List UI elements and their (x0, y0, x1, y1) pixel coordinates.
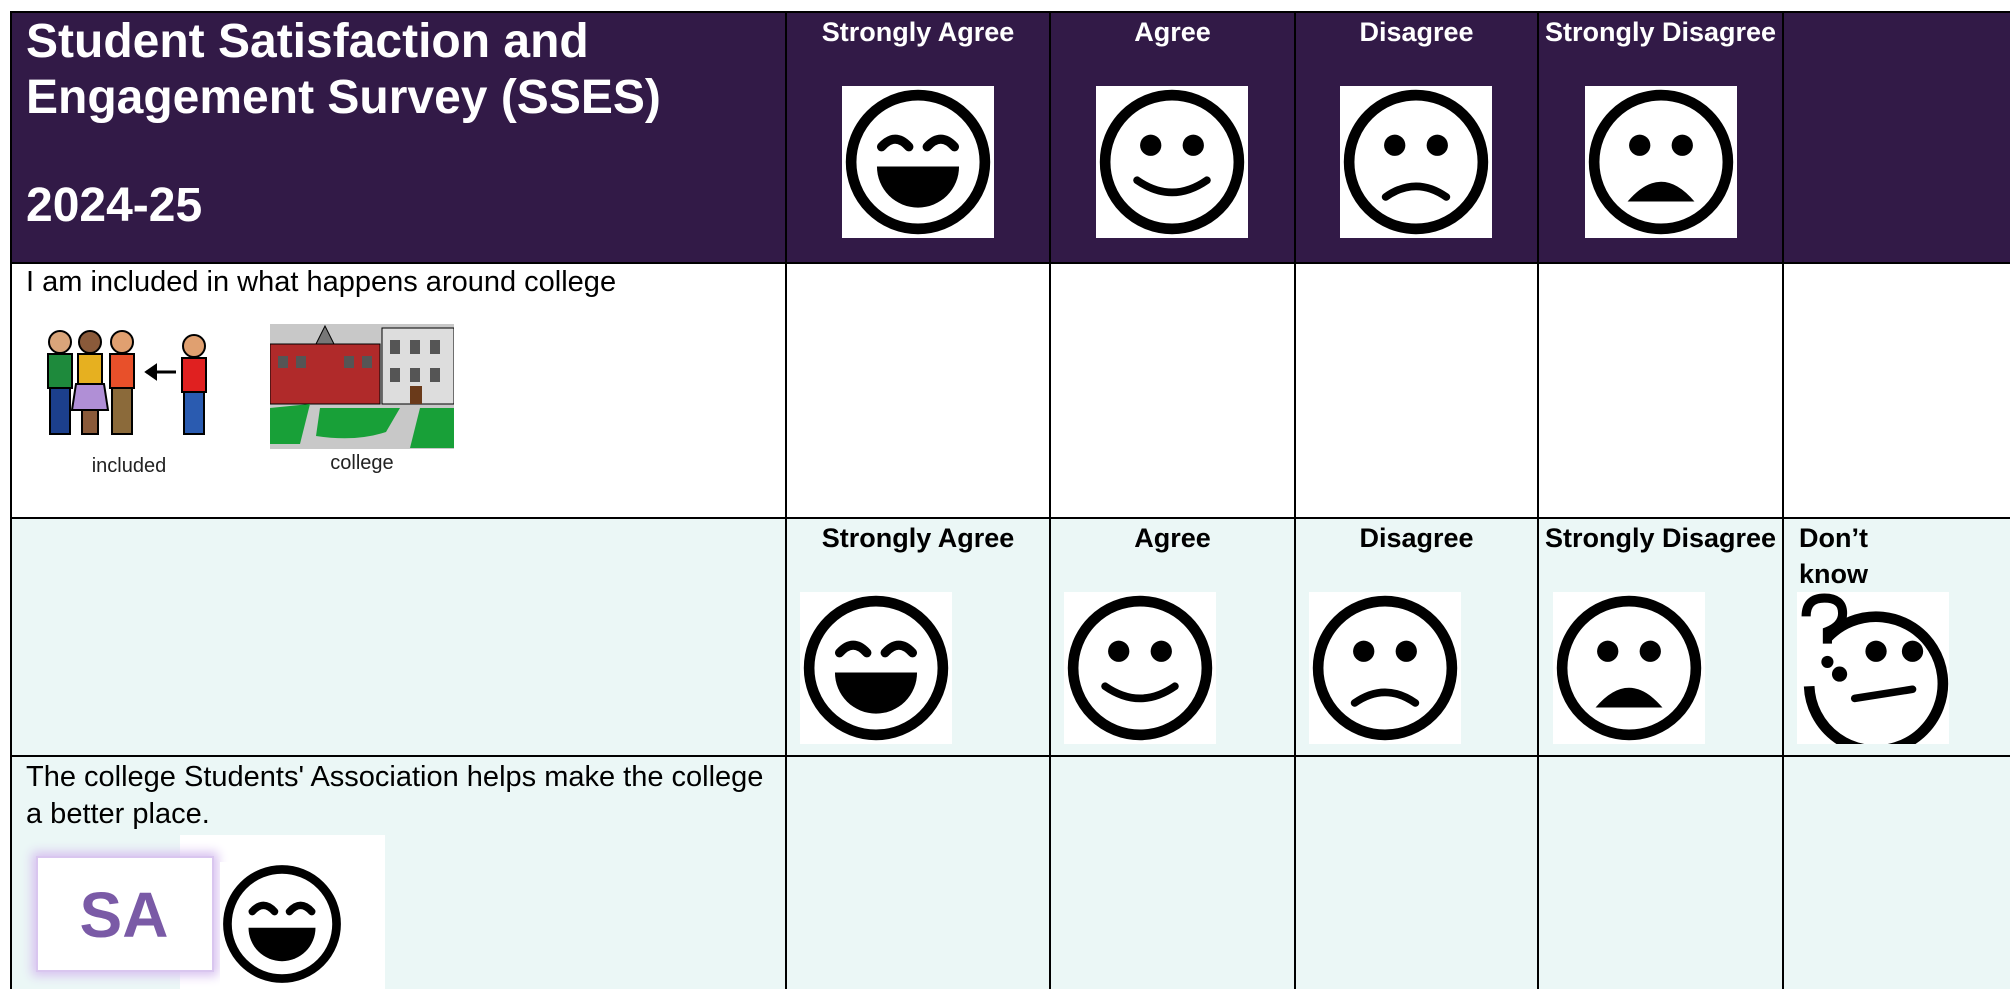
col-line (1294, 12, 1296, 989)
option-heading: Disagree (1359, 523, 1474, 553)
col-line (10, 12, 12, 989)
college-symbol (270, 324, 454, 449)
row-line (10, 517, 2010, 519)
option-heading: Don’t know (1799, 523, 1869, 589)
face-agree (1096, 86, 1248, 238)
symbol-label: included (91, 455, 167, 477)
col-line (1537, 12, 1539, 989)
face-strongly-agree (800, 592, 952, 744)
option-heading: Strongly Agree (821, 17, 1015, 47)
face-dont-know (1797, 592, 1949, 744)
face-agree (1064, 592, 1216, 744)
row-line (10, 755, 2010, 757)
sa-logo-box (36, 856, 214, 972)
question-text: I am included in what happens around col… (26, 266, 617, 298)
sa-logo: SA (79, 879, 169, 951)
option-heading: Agree (1134, 523, 1211, 553)
question-text: The college Students' Association helps … (26, 761, 764, 830)
survey-title: Student Satisfaction and Engagement Surv… (26, 15, 661, 124)
option-heading: Strongly Disagree (1544, 523, 1777, 553)
row-line (10, 11, 2010, 13)
face-strongly-agree (842, 86, 994, 238)
face-laugh-symbol (220, 862, 344, 986)
option-heading: Disagree (1359, 17, 1474, 47)
survey-year: 2024-25 (26, 179, 203, 232)
face-strongly-disagree (1553, 592, 1705, 744)
face-strongly-disagree (1585, 86, 1737, 238)
option-heading: Agree (1134, 17, 1211, 47)
col-line (1782, 12, 1784, 989)
face-disagree (1340, 86, 1492, 238)
face-disagree (1309, 592, 1461, 744)
symbol-label: college (330, 452, 394, 474)
option-heading: Strongly Disagree (1544, 17, 1777, 47)
col-line (1049, 12, 1051, 989)
option-heading: Strongly Agree (821, 523, 1015, 553)
row-line (10, 262, 2010, 264)
included-symbol (47, 330, 207, 435)
col-line (785, 12, 787, 989)
